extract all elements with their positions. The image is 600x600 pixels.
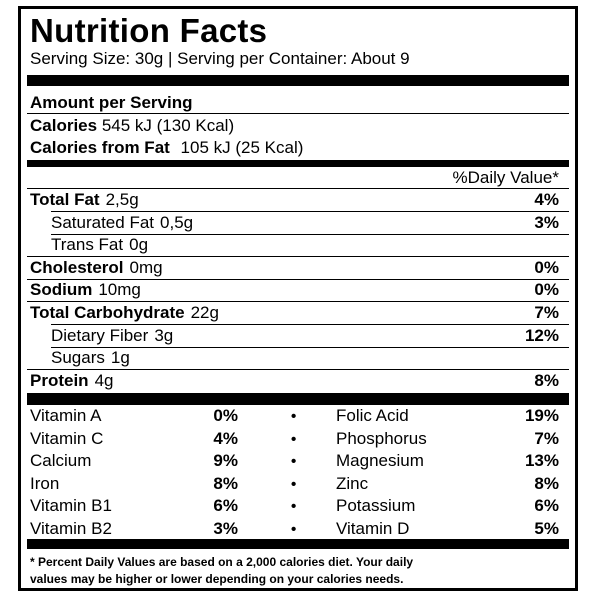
vitamin-daily-value: 6%	[213, 496, 238, 516]
calories-value: 545 kJ (130 Kcal)	[101, 116, 235, 135]
footnote-line-1: * Percent Daily Values are based on a 2,…	[30, 555, 414, 569]
nutrient-daily-value: 4%	[534, 190, 559, 209]
nutrient-label: Cholesterol	[30, 257, 124, 277]
nutrient-label: Dietary Fiber	[51, 325, 149, 345]
nutrient-daily-value: 0%	[534, 257, 559, 277]
nutrient-label: Total Fat	[30, 190, 100, 209]
nutrient-label: Sugars	[51, 348, 105, 368]
vitamin-daily-value: 0%	[213, 406, 238, 425]
vitamin-daily-value: 6%	[534, 496, 559, 516]
calories-row: Calories 545 kJ (130 Kcal)	[30, 117, 234, 134]
vitamin-name: Magnesium	[336, 451, 424, 471]
nutrient-amount: 4g	[94, 370, 114, 390]
vitamin-name: Vitamin D	[336, 519, 410, 538]
vitamin-name: Folic Acid	[336, 406, 409, 425]
nutrient-amount: 10mg	[98, 280, 141, 300]
label-title: Nutrition Facts	[30, 12, 268, 49]
nutrient-label: Sodium	[30, 280, 93, 300]
divider	[27, 113, 569, 114]
nutrient-amount: 2,5g	[105, 190, 139, 209]
bullet-separator: •	[291, 430, 297, 448]
vitamin-name: Vitamin C	[30, 428, 104, 448]
nutrient-row: Dietary Fiber 3g	[51, 327, 173, 344]
nutrient-label: Saturated Fat	[51, 212, 155, 232]
serving-size-line: Serving Size: 30g | Serving per Containe…	[30, 49, 410, 68]
nutrient-row: Sugars 1g	[51, 349, 130, 366]
vitamin-daily-value: 3%	[213, 519, 238, 538]
vitamin-daily-value: 8%	[213, 473, 238, 493]
thick-divider-mid	[27, 393, 569, 405]
bullet-separator: •	[291, 475, 297, 493]
nutrient-row: Trans Fat 0g	[51, 236, 148, 253]
vitamin-name: Zinc	[336, 473, 369, 493]
nutrient-row: Total Carbohydrate 22g	[30, 304, 219, 321]
bullet-separator: •	[291, 453, 297, 471]
footnote-line-2: values may be higher or lower depending …	[30, 572, 404, 586]
nutrient-amount: 0,5g	[160, 212, 194, 232]
divider	[27, 369, 569, 371]
bullet-separator: •	[291, 498, 297, 516]
divider	[51, 233, 569, 235]
daily-value-header: %Daily Value*	[452, 168, 559, 187]
thick-divider-bottom	[27, 539, 569, 549]
vitamin-name: Calcium	[30, 451, 92, 471]
nutrient-row: Saturated Fat 0,5g	[51, 214, 193, 231]
vitamin-daily-value: 5%	[534, 519, 559, 538]
nutrient-label: Trans Fat	[51, 235, 124, 255]
vitamin-daily-value: 7%	[534, 428, 559, 448]
calories-from-fat-value: 105 kJ (25 Kcal)	[180, 138, 304, 157]
divider	[27, 188, 569, 189]
vitamin-daily-value: 4%	[213, 428, 238, 448]
nutrient-row: Cholesterol 0mg	[30, 259, 163, 276]
nutrient-amount: 3g	[154, 325, 174, 345]
vitamin-name: Iron	[30, 473, 60, 493]
divider	[27, 256, 569, 258]
vitamin-daily-value: 19%	[524, 406, 559, 425]
nutrient-daily-value: 7%	[534, 303, 559, 322]
vitamin-name: Vitamin B2	[30, 519, 112, 538]
vitamin-name: Vitamin A	[30, 406, 102, 425]
calories-from-fat-label: Calories from Fat	[30, 138, 170, 157]
bullet-separator: •	[291, 408, 297, 425]
divider	[27, 301, 569, 303]
nutrient-row: Total Fat 2,5g	[30, 191, 139, 208]
nutrient-amount: 0g	[129, 235, 149, 255]
vitamin-name: Vitamin B1	[30, 496, 112, 516]
nutrient-amount: 22g	[190, 303, 219, 322]
amount-per-serving-heading: Amount per Serving	[30, 93, 193, 112]
vitamin-daily-value: 8%	[534, 473, 559, 493]
nutrient-label: Total Carbohydrate	[30, 303, 185, 322]
vitamin-name: Phosphorus	[336, 428, 427, 448]
nutrient-daily-value: 12%	[524, 325, 559, 345]
nutrient-label: Protein	[30, 370, 89, 390]
nutrient-row: Sodium 10mg	[30, 281, 141, 298]
divider	[51, 346, 569, 348]
vitamin-name: Potassium	[336, 496, 416, 516]
nutrient-amount: 1g	[110, 348, 130, 368]
thick-divider-top	[27, 75, 569, 86]
nutrient-amount: 0mg	[129, 257, 163, 277]
calories-from-fat-row: Calories from Fat 105 kJ (25 Kcal)	[30, 139, 303, 156]
nutrient-daily-value: 3%	[534, 212, 559, 232]
medium-divider	[27, 160, 569, 167]
divider	[27, 278, 569, 280]
nutrient-row: Protein 4g	[30, 372, 113, 389]
nutrient-daily-value: 0%	[534, 280, 559, 300]
nutrition-facts-label: Nutrition Facts Serving Size: 30g | Serv…	[18, 6, 578, 591]
divider	[51, 211, 569, 212]
bullet-separator: •	[291, 521, 297, 538]
nutrient-daily-value: 8%	[534, 370, 559, 390]
divider	[51, 324, 569, 325]
vitamin-daily-value: 9%	[213, 451, 238, 471]
calories-label: Calories	[30, 116, 98, 135]
vitamin-daily-value: 13%	[524, 451, 559, 471]
